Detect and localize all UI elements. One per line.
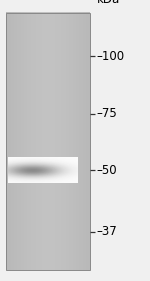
Text: –50: –50 <box>97 164 117 176</box>
Text: –100: –100 <box>97 50 125 63</box>
Text: –75: –75 <box>97 107 117 120</box>
Text: kDa: kDa <box>96 0 120 6</box>
Bar <box>6 13 90 270</box>
Text: –37: –37 <box>97 225 117 238</box>
